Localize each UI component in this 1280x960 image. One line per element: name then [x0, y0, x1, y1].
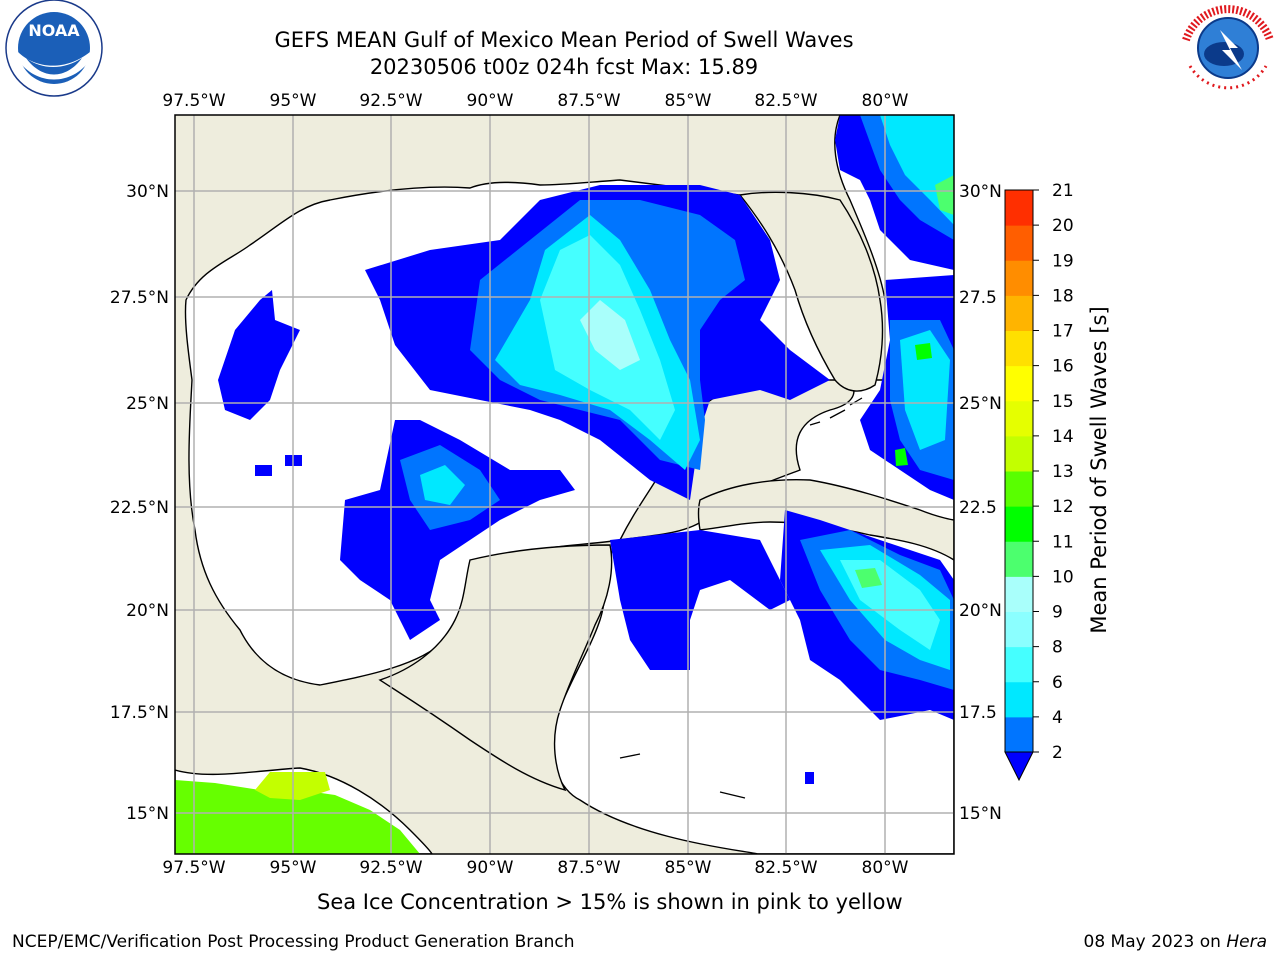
- colorbar-segment: [1005, 435, 1033, 472]
- lat-tick-right: 20°N: [959, 601, 1002, 621]
- lat-tick-left: 22.5°N: [110, 498, 169, 518]
- lon-tick-top: 90°W: [467, 91, 514, 111]
- pacific-swell: [175, 780, 420, 854]
- colorbar-tick-label: 6: [1052, 673, 1063, 693]
- colorbar-tick-label: 21: [1052, 181, 1074, 201]
- colorbar-tick-label: 12: [1052, 497, 1074, 517]
- colorbar-tick-label: 19: [1052, 251, 1074, 271]
- lat-tick-left: 30°N: [126, 182, 169, 202]
- chart-subtitle: 20230506 t00z 024h fcst Max: 15.89: [369, 55, 759, 79]
- colorbar-segment: [1005, 295, 1033, 331]
- colorbar-tick-label: 20: [1052, 216, 1074, 236]
- colorbar-tick-label: 11: [1052, 532, 1074, 552]
- credit-host: Hera: [1226, 932, 1267, 952]
- colorbar-segment: [1005, 330, 1033, 367]
- lon-tick-bottom: 95°W: [270, 858, 317, 878]
- colorbar-segment: [1005, 190, 1033, 226]
- noaa-logo-text: NOAA: [28, 21, 80, 40]
- lon-tick-bottom: 87.5°W: [557, 858, 620, 878]
- lon-tick-top: 97.5°W: [162, 91, 225, 111]
- credit-date: 08 May 2023 on: [1083, 932, 1221, 952]
- colorbar-tick-label: 10: [1052, 567, 1074, 587]
- map-area: [175, 115, 954, 854]
- lon-tick-bottom: 90°W: [467, 858, 514, 878]
- colorbar-segment: [1005, 400, 1033, 437]
- colorbar-segment: [1005, 611, 1033, 648]
- lon-tick-top: 92.5°W: [359, 91, 422, 111]
- colorbar-tick-label: 18: [1052, 286, 1074, 306]
- credit-right: 08 May 2023 on Hera: [1084, 932, 1268, 952]
- colorbar-tick-label: 8: [1052, 638, 1063, 658]
- lon-tick-bottom: 80°W: [862, 858, 909, 878]
- colorbar-tick-label: 2: [1052, 743, 1063, 763]
- colorbar-segment: [1005, 681, 1033, 718]
- lon-tick-top: 87.5°W: [557, 91, 620, 111]
- lat-tick-left: 25°N: [126, 394, 169, 414]
- colorbar-segment: [1005, 260, 1033, 296]
- colorbar-segment: [1005, 471, 1033, 507]
- lon-tick-top: 82.5°W: [754, 91, 817, 111]
- colorbar-tick-label: 4: [1052, 708, 1063, 728]
- gridlines: [175, 115, 954, 854]
- colorbar: 21 20 19 18 17 16 15 14 13 12 11 10 9 8 6 4 2: [1004, 181, 1074, 782]
- lon-tick-top: 80°W: [862, 91, 909, 111]
- noaa-logo: NOAA: [5, 0, 103, 97]
- lat-tick-left: 20°N: [126, 601, 169, 621]
- colorbar-segment: [1005, 716, 1033, 753]
- lat-tick-right: 17.5: [959, 703, 997, 723]
- colorbar-segment: [1005, 576, 1033, 612]
- florida: [738, 191, 884, 392]
- colorbar-segment: [1005, 225, 1033, 261]
- map-frame: [174, 114, 955, 855]
- chart-title: GEFS MEAN Gulf of Mexico Mean Period of …: [274, 28, 854, 52]
- lon-tick-bottom: 92.5°W: [359, 858, 422, 878]
- colorbar-segment: [1005, 541, 1033, 577]
- lat-tick-right: 15°N: [959, 804, 1002, 824]
- lon-tick-top: 85°W: [665, 91, 712, 111]
- lat-tick-left: 15°N: [126, 804, 169, 824]
- lat-tick-right: 25°N: [959, 394, 1002, 414]
- lon-tick-top: 95°W: [270, 91, 317, 111]
- lon-tick-bottom: 82.5°W: [754, 858, 817, 878]
- cuba: [697, 478, 954, 561]
- colorbar-tick-label: 16: [1052, 357, 1074, 377]
- swell-field: [218, 115, 954, 784]
- colorbar-tick-label: 9: [1052, 603, 1063, 623]
- colorbar-label: Mean Period of Swell Waves [s]: [1087, 306, 1111, 633]
- colorbar-segment: [1005, 506, 1033, 542]
- nws-logo: [1181, 1, 1275, 95]
- credit-left: NCEP/EMC/Verification Post Processing Pr…: [12, 932, 575, 952]
- colorbar-tick-label: 13: [1052, 462, 1074, 482]
- lat-tick-left: 17.5°N: [110, 703, 169, 723]
- lat-tick-right: 22.5: [959, 498, 997, 518]
- lon-tick-bottom: 97.5°W: [162, 858, 225, 878]
- lon-tick-bottom: 85°W: [665, 858, 712, 878]
- sea-ice-note: Sea Ice Concentration > 15% is shown in …: [317, 890, 903, 914]
- lat-tick-right: 27.5: [959, 288, 997, 308]
- lat-tick-right: 30°N: [959, 182, 1002, 202]
- lat-tick-left: 27.5°N: [110, 288, 169, 308]
- colorbar-tick-label: 15: [1052, 392, 1074, 412]
- yucatan: [378, 544, 613, 792]
- colorbar-segment: [1005, 365, 1033, 402]
- colorbar-tick-label: 17: [1052, 322, 1074, 342]
- colorbar-tick-label: 14: [1052, 427, 1074, 447]
- colorbar-extend-arrow: [1004, 751, 1034, 782]
- colorbar-segment: [1005, 646, 1033, 683]
